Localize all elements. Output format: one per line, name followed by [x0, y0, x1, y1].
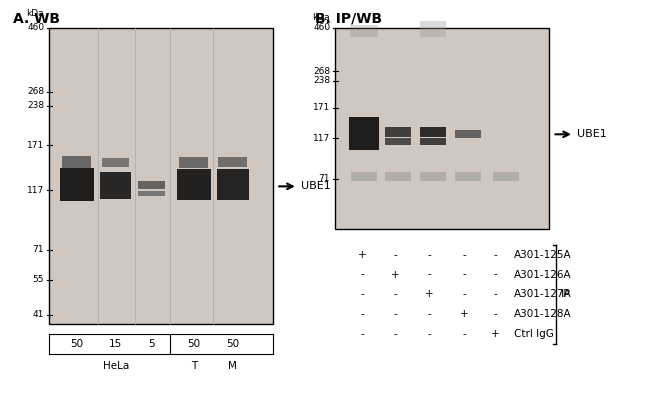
Text: 268: 268: [27, 87, 44, 96]
Bar: [177, 169, 211, 200]
Text: A301-126A: A301-126A: [514, 269, 571, 280]
Bar: [455, 130, 481, 138]
Text: 50: 50: [226, 339, 239, 349]
Text: 41: 41: [32, 310, 44, 320]
Bar: [385, 138, 411, 145]
Text: HeLa: HeLa: [103, 361, 129, 371]
Text: Ctrl IgG: Ctrl IgG: [514, 329, 553, 339]
Text: -: -: [393, 289, 397, 299]
Text: 71: 71: [318, 174, 330, 183]
Text: -: -: [462, 269, 466, 280]
Text: 5: 5: [148, 339, 155, 349]
Text: -: -: [361, 269, 365, 280]
Bar: [493, 172, 519, 181]
Text: +: +: [491, 329, 500, 339]
Text: -: -: [393, 250, 397, 260]
Bar: [455, 172, 481, 181]
Text: +: +: [358, 250, 367, 260]
Bar: [385, 127, 411, 137]
Text: +: +: [460, 309, 469, 319]
Bar: [101, 172, 131, 199]
Text: 171: 171: [27, 141, 44, 150]
Text: 268: 268: [313, 67, 330, 76]
Text: +: +: [391, 269, 400, 280]
Text: -: -: [428, 309, 432, 319]
Text: 117: 117: [27, 186, 44, 195]
Bar: [62, 156, 91, 168]
Bar: [216, 169, 249, 200]
Text: 238: 238: [313, 76, 330, 85]
Bar: [350, 117, 379, 150]
Text: -: -: [428, 329, 432, 339]
Bar: [385, 172, 411, 181]
Text: 50: 50: [70, 339, 83, 349]
Bar: [335, 28, 549, 229]
Text: -: -: [493, 309, 497, 319]
Text: 15: 15: [109, 339, 122, 349]
Text: kDa: kDa: [313, 13, 330, 22]
Text: -: -: [428, 250, 432, 260]
Text: 117: 117: [313, 134, 330, 143]
Text: -: -: [462, 289, 466, 299]
Text: -: -: [361, 329, 365, 339]
Text: M: M: [228, 361, 237, 371]
Text: -: -: [428, 269, 432, 280]
Text: 171: 171: [313, 103, 330, 112]
Text: -: -: [462, 250, 466, 260]
Text: 460: 460: [27, 23, 44, 32]
Text: 238: 238: [27, 102, 44, 111]
Bar: [420, 172, 446, 181]
Bar: [138, 191, 164, 196]
Text: 71: 71: [32, 245, 44, 254]
Text: UBE1: UBE1: [301, 181, 331, 191]
Bar: [102, 158, 129, 167]
Bar: [420, 21, 446, 37]
Text: IP: IP: [561, 289, 571, 299]
Text: -: -: [393, 309, 397, 319]
Bar: [60, 167, 94, 201]
Text: -: -: [493, 269, 497, 280]
Bar: [420, 138, 446, 145]
Text: 460: 460: [313, 23, 330, 32]
Text: B. IP/WB: B. IP/WB: [315, 12, 382, 26]
Text: -: -: [361, 289, 365, 299]
Bar: [351, 172, 377, 181]
Bar: [138, 181, 164, 188]
Text: -: -: [462, 329, 466, 339]
Text: A301-128A: A301-128A: [514, 309, 571, 319]
Text: -: -: [493, 289, 497, 299]
Text: A. WB: A. WB: [13, 12, 60, 26]
Text: A301-127A: A301-127A: [514, 289, 571, 299]
Text: UBE1: UBE1: [577, 129, 607, 139]
Text: 55: 55: [32, 275, 44, 284]
Text: -: -: [361, 309, 365, 319]
Bar: [350, 25, 378, 37]
Text: kDa: kDa: [27, 9, 44, 18]
Bar: [218, 158, 247, 167]
Bar: [49, 28, 273, 324]
Bar: [420, 127, 446, 137]
Text: T: T: [190, 361, 197, 371]
Bar: [179, 157, 208, 168]
Text: 50: 50: [187, 339, 200, 349]
Text: -: -: [493, 250, 497, 260]
Text: -: -: [393, 329, 397, 339]
Text: +: +: [425, 289, 434, 299]
Text: A301-125A: A301-125A: [514, 250, 571, 260]
